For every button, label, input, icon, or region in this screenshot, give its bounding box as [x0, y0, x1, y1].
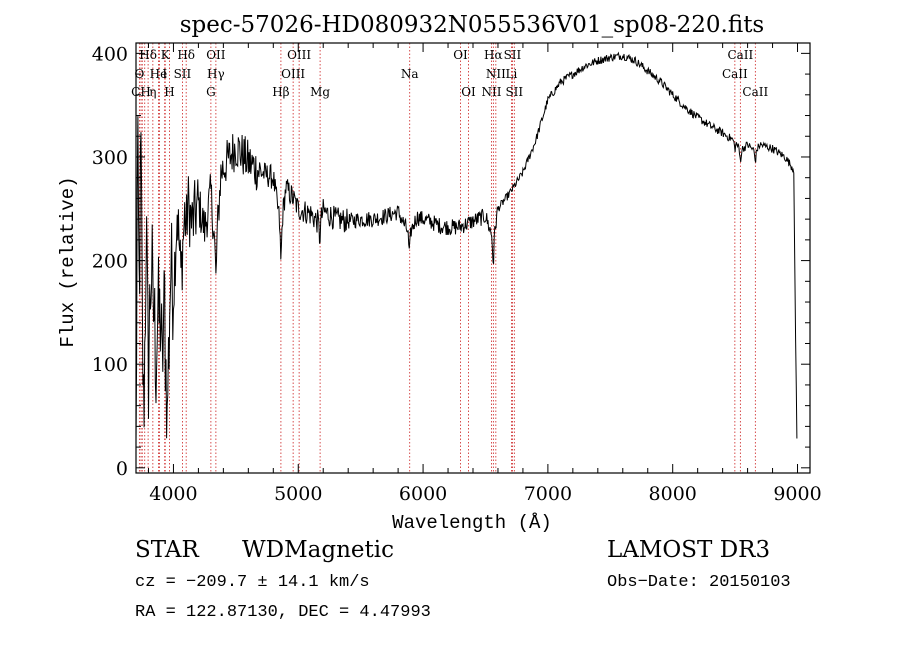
axis-tick-labels: 4000 5000 6000 7000 8000 9000 0 100 200 300 400 — [92, 43, 822, 505]
line-label: OIII — [281, 67, 305, 81]
line-label: CaII — [742, 85, 768, 99]
redshift-cz: cz = −209.7 ± 14.1 km/s — [135, 573, 370, 592]
x-tick-label: 8000 — [649, 483, 697, 505]
line-label: SII — [504, 48, 522, 62]
emission-line-markers — [138, 43, 756, 473]
line-label: H — [164, 85, 174, 99]
line-label: NII — [486, 67, 506, 81]
line-label: Hδ — [139, 48, 157, 62]
line-label: Mg — [310, 85, 330, 99]
y-tick-label: 400 — [92, 43, 128, 65]
line-label: CH — [131, 85, 151, 99]
line-label: OI — [453, 48, 468, 62]
line-label: OII — [206, 48, 226, 62]
line-label: Na — [401, 67, 419, 81]
y-tick-label: 0 — [116, 458, 128, 480]
line-label: Hδ — [177, 48, 195, 62]
chart-title: spec-57026-HD080932N055536V01_sp08-220.f… — [180, 12, 765, 38]
line-label: NII — [481, 85, 501, 99]
line-label: SII — [174, 67, 192, 81]
x-tick-label: 7000 — [524, 483, 572, 505]
line-label: Hα — [484, 48, 503, 62]
line-label: K — [161, 48, 171, 62]
x-tick-label: 4000 — [149, 483, 197, 505]
line-label: I — [162, 67, 167, 81]
line-label: η — [149, 85, 156, 99]
y-tick-label: 200 — [92, 251, 128, 273]
object-class: STAR — [135, 537, 199, 563]
line-label: He — [150, 67, 168, 81]
line-label: CaII — [727, 48, 753, 62]
x-axis-label: Wavelength (Å) — [392, 512, 552, 534]
plot-frame — [135, 42, 811, 474]
line-label: Li — [506, 67, 518, 81]
line-label: OIII — [287, 48, 311, 62]
coordinates: RA = 122.87130, DEC = 4.47993 — [135, 603, 431, 622]
line-label: OI — [461, 85, 476, 99]
x-tick-label: 5000 — [274, 483, 322, 505]
axis-ticks — [136, 43, 810, 473]
line-label: SII — [505, 85, 523, 99]
x-tick-label: 6000 — [399, 483, 447, 505]
line-label: Hβ — [272, 85, 289, 99]
observation-date: Obs−Date: 20150103 — [607, 573, 791, 592]
line-label: CaII — [722, 67, 748, 81]
object-subclass: WDMagnetic — [242, 537, 394, 563]
line-label: Hγ — [207, 67, 225, 81]
y-tick-label: 300 — [92, 147, 128, 169]
line-label: G — [206, 85, 216, 99]
spectrum-line — [135, 51, 798, 441]
survey-name: LAMOST DR3 — [607, 537, 771, 563]
y-tick-label: 100 — [92, 354, 128, 376]
y-axis-label: Flux (relative) — [57, 176, 79, 347]
x-tick-label: 9000 — [773, 483, 821, 505]
